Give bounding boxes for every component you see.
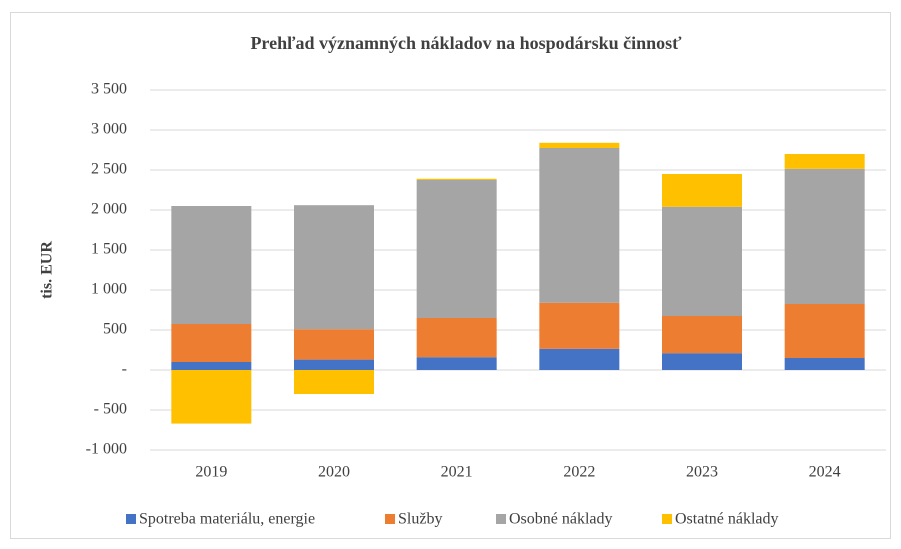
legend-swatch [496,514,506,524]
y-tick-label: 2 500 [91,161,127,178]
bar-segment [539,148,620,303]
x-tick-label: 2022 [563,464,595,481]
x-tick-label: 2019 [195,464,227,481]
bar-segment [294,359,374,370]
bar-segment [416,318,497,358]
bar-segment [539,142,620,148]
y-axis-label: tis. EUR [39,241,56,299]
y-tick-label: 2 000 [91,201,127,218]
bar-segment [662,353,742,370]
legend-swatch [126,514,136,524]
bar-segment [416,180,497,318]
bar-segment [294,329,374,360]
x-tick-label: 2023 [686,464,718,481]
bar-segment [784,168,865,304]
bar-segment [662,206,742,316]
legend-swatch [662,514,672,524]
bar-segment [539,302,620,349]
y-tick-label: 3 000 [91,121,127,138]
bar-segment [662,174,742,207]
y-tick-label: 1 000 [91,281,127,298]
bar-segment [171,206,252,324]
bar-segment [416,178,497,180]
legend-label: Spotreba materiálu, energie [139,511,315,528]
bar-segment [662,316,742,354]
legend-label: Služby [398,511,442,528]
y-tick-label: -1 000 [86,441,127,458]
x-tick-label: 2020 [318,464,350,481]
legend-swatch [385,514,395,524]
bar-segment [784,304,865,358]
bar-segment [171,324,252,362]
bar-segment [171,370,252,424]
bar-segment [294,205,374,330]
bar-segment [539,348,620,370]
legend-label: Ostatné náklady [675,511,779,528]
y-tick-label: 1 500 [91,241,127,258]
bar-segment [171,362,252,370]
bar-segment [784,154,865,169]
y-tick-label: 3 500 [91,81,127,98]
x-tick-label: 2021 [441,464,473,481]
y-tick-label: 500 [103,321,127,338]
bar-segment [784,358,865,370]
bar-segment [294,370,374,394]
bar-segment [416,357,497,370]
legend-label: Osobné náklady [509,511,613,528]
y-tick-label: - [122,361,127,378]
x-tick-label: 2024 [809,464,841,481]
chart-title: Prehľad významných nákladov na hospodárs… [250,33,682,53]
y-tick-label: - 500 [94,401,127,418]
